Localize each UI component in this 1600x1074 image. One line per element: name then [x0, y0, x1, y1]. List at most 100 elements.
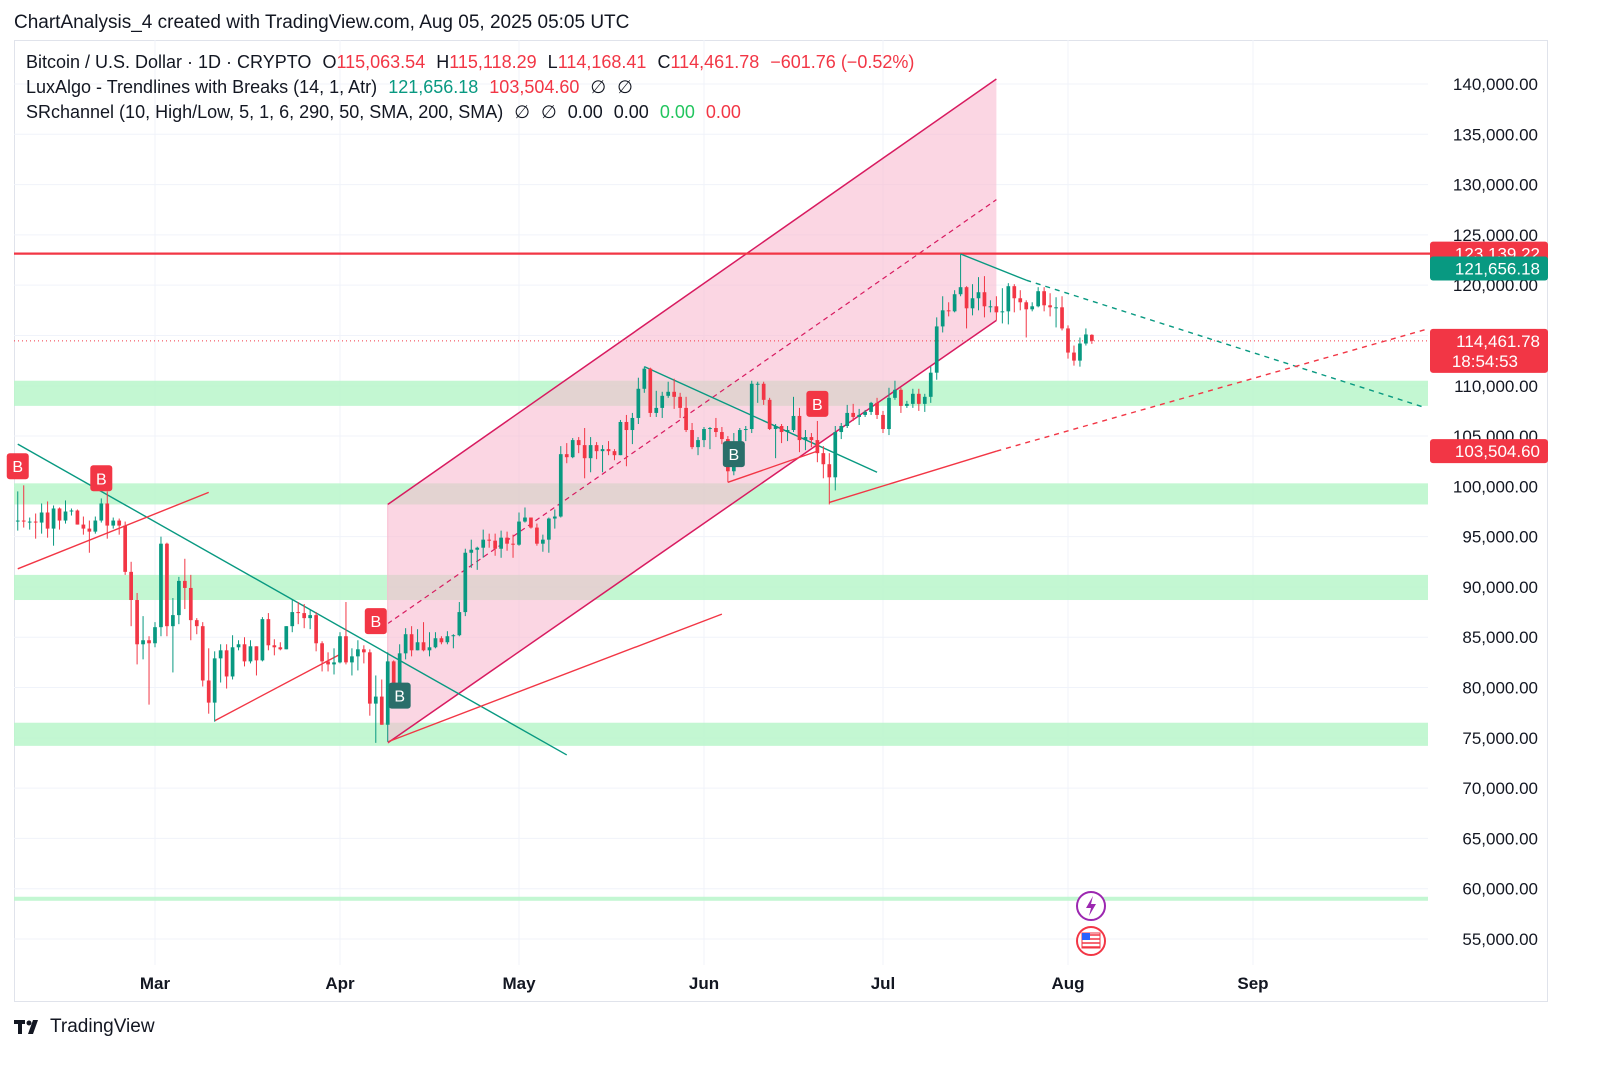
candle-body	[570, 440, 575, 458]
candle-body	[111, 520, 116, 526]
indicator2-name[interactable]: SRchannel (10, High/Low, 5, 1, 6, 290, 5…	[26, 102, 504, 122]
candle-body	[171, 615, 175, 627]
candle-body	[481, 539, 486, 548]
candle-body	[916, 393, 921, 404]
candle-body	[278, 647, 283, 650]
legend-indicator-2[interactable]: SRchannel (10, High/Low, 5, 1, 6, 290, 5…	[26, 102, 747, 123]
trendline	[644, 366, 878, 473]
candle-body	[212, 658, 217, 703]
candle-body	[320, 643, 324, 662]
candle-body	[135, 600, 139, 645]
candle-body	[708, 428, 712, 430]
sr-zone	[14, 574, 1428, 601]
candle-body	[57, 508, 62, 521]
candle-body	[218, 650, 223, 659]
candle-body	[332, 662, 336, 665]
footer-brand[interactable]: TradingView	[14, 1016, 155, 1038]
candle-body	[469, 549, 474, 553]
close-label: C	[657, 52, 671, 72]
low-label: L	[547, 52, 558, 72]
close-value: 114,461.78	[670, 52, 760, 72]
candle-body	[284, 626, 289, 650]
legend-symbol[interactable]: Bitcoin / U.S. Dollar · 1D · CRYPTO	[26, 52, 312, 72]
price-label-box	[1430, 256, 1548, 281]
price-label-text: 121,656.18	[1455, 260, 1540, 279]
countdown-text: 18:54:53	[1452, 352, 1518, 371]
candle-body	[940, 310, 945, 327]
candle-body	[141, 640, 145, 645]
candle-body	[558, 454, 563, 517]
break-marker-box	[806, 390, 829, 417]
price-label-text: 114,461.78	[1456, 332, 1540, 351]
candle-body	[350, 656, 354, 663]
candle-body	[1036, 291, 1041, 307]
price-tick-label: 95,000.00	[1462, 528, 1538, 547]
candle-body	[773, 426, 778, 430]
candle-body	[863, 411, 867, 415]
candle-body	[839, 426, 844, 433]
price-labels: 123,139.22121,656.18114,461.7818:54:5310…	[1430, 241, 1548, 464]
indicator1-na-2: ∅	[617, 77, 633, 97]
change-value: −601.76 (−0.52%)	[770, 52, 915, 72]
candle-body	[541, 539, 545, 544]
candle-body	[737, 430, 742, 444]
candle-body	[809, 437, 814, 441]
legend-symbol-row[interactable]: Bitcoin / U.S. Dollar · 1D · CRYPTO O115…	[26, 52, 920, 73]
low-value: 114,168.41	[557, 52, 647, 72]
candle-body	[970, 298, 975, 309]
time-tick-label: Sep	[1237, 974, 1268, 993]
candle-body	[409, 634, 414, 651]
candle-body	[296, 612, 301, 614]
candle-body	[869, 402, 873, 412]
break-marker: B	[6, 453, 29, 480]
candle-body	[117, 520, 122, 526]
candle-body	[928, 372, 933, 397]
candle-body	[493, 540, 497, 549]
candle-body	[344, 636, 348, 663]
candle-body	[182, 580, 187, 588]
candle-body	[594, 445, 599, 452]
candle-body	[63, 511, 68, 521]
candle-body	[857, 414, 861, 417]
price-tick-label: 70,000.00	[1462, 779, 1538, 798]
footer-brand-label: TradingView	[50, 1016, 155, 1037]
candle-body	[421, 642, 426, 651]
candle-body	[230, 647, 235, 677]
candle-body	[1042, 291, 1046, 306]
candle-body	[511, 543, 515, 545]
trendline	[17, 491, 209, 570]
trendline	[387, 613, 723, 743]
break-marker: B	[364, 608, 387, 635]
price-tick-label: 80,000.00	[1462, 679, 1538, 698]
break-marker-label: B	[812, 397, 823, 414]
candle-body	[260, 619, 265, 661]
candle-body	[206, 680, 211, 703]
candle-body	[463, 552, 468, 613]
indicator2-na-1: ∅	[514, 102, 530, 122]
channel-fill	[387, 78, 997, 743]
candle-body	[224, 650, 229, 677]
indicator1-na-1: ∅	[590, 77, 607, 97]
candle-body	[714, 428, 718, 433]
candle-body	[105, 503, 110, 526]
trendline	[829, 450, 997, 504]
time-tick-label: Mar	[140, 974, 171, 993]
candle-body	[445, 636, 450, 643]
indicator2-value-2: 0.00	[613, 102, 649, 122]
candle-body	[487, 539, 492, 541]
candle-body	[248, 646, 253, 662]
candle-body	[1066, 328, 1070, 353]
indicator1-name[interactable]: LuxAlgo - Trendlines with Breaks (14, 1,…	[26, 77, 378, 97]
legend-indicator-1[interactable]: LuxAlgo - Trendlines with Breaks (14, 1,…	[26, 77, 639, 98]
trendline	[960, 253, 1027, 281]
candle-body	[666, 391, 671, 396]
candle-body	[720, 432, 724, 440]
indicator2-value-3: 0.00	[659, 102, 695, 122]
us-flag-event-icon	[1076, 926, 1106, 956]
high-value: 115,118.29	[449, 52, 537, 72]
candle-body	[905, 403, 909, 406]
candle-body	[881, 414, 885, 430]
price-tick-label: 130,000.00	[1453, 176, 1538, 195]
break-marker-label: B	[12, 459, 23, 476]
